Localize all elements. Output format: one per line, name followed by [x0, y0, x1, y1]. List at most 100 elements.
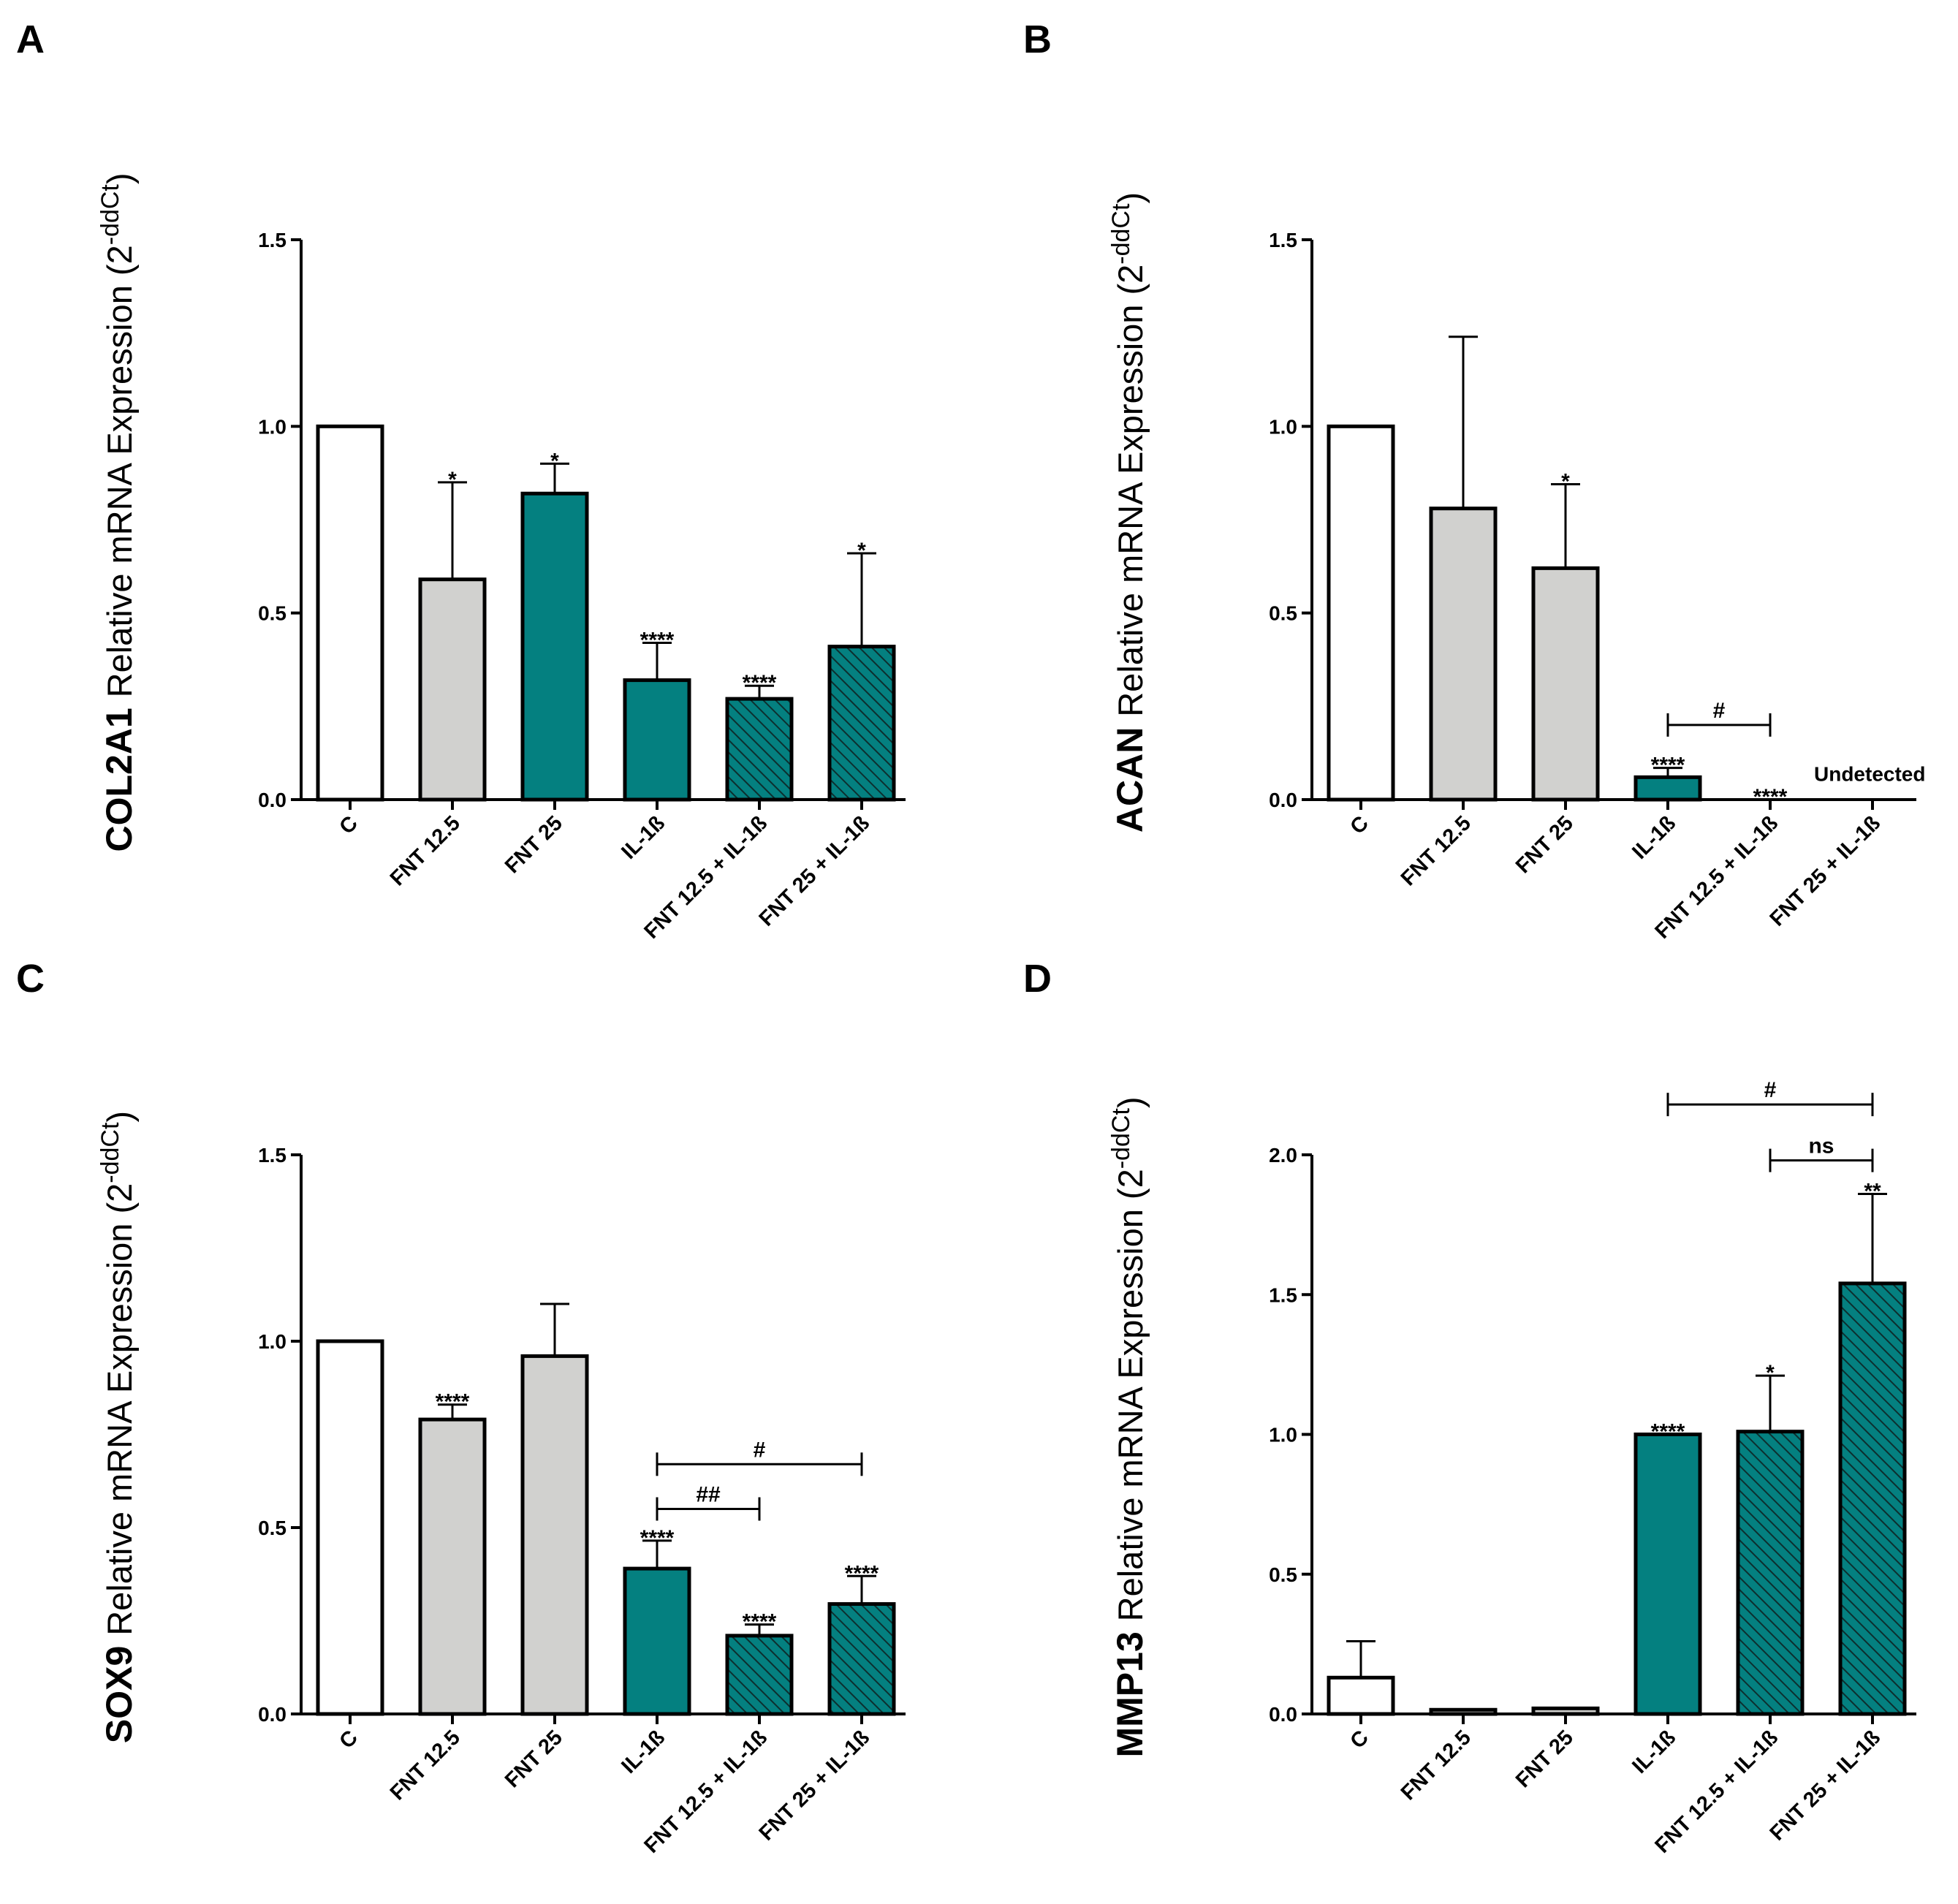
panel-letter: C — [16, 957, 45, 1001]
bar — [1531, 1706, 1600, 1716]
y-tick-label: 1.5 — [258, 229, 287, 251]
y-axis-close: ) — [1111, 1096, 1150, 1108]
bracket-label: # — [1764, 1078, 1777, 1102]
bar — [520, 491, 589, 802]
bar — [418, 1417, 487, 1716]
panel-c: C SOX9 Relative mRNA Expression (2-ddCt) 0… — [16, 957, 906, 1858]
bar — [1736, 1430, 1805, 1716]
significance-label: **** — [1753, 785, 1788, 809]
bar — [316, 424, 384, 802]
bar — [725, 1634, 794, 1716]
significance-label: **** — [1651, 754, 1685, 778]
y-axis-superscript: -ddCt — [1107, 203, 1135, 265]
significance-label: **** — [1651, 1420, 1685, 1444]
y-tick-label: 1.5 — [1269, 1283, 1297, 1306]
significance-label: **** — [743, 1610, 777, 1634]
bar — [1327, 424, 1395, 802]
bar — [1429, 1707, 1498, 1716]
bracket-label: ## — [696, 1483, 721, 1507]
bar — [623, 678, 691, 802]
y-tick-label: 0.0 — [258, 1703, 287, 1726]
x-category-label: FNT 25 — [501, 811, 567, 878]
panel-letter: B — [1023, 18, 1052, 61]
y-axis-gene: COL2A1 — [99, 697, 140, 852]
y-tick-label: 0.0 — [1269, 1703, 1297, 1726]
x-category-label: C — [335, 811, 363, 838]
panel-b: B ACAN Relative mRNA Expression (2-ddCt) 0… — [1023, 18, 1925, 944]
y-axis-label: ACAN Relative mRNA Expression (2-ddCt) — [1107, 192, 1150, 832]
bracket-label: # — [1713, 699, 1726, 723]
y-axis-close: ) — [100, 172, 139, 184]
x-category-label: IL-1ß — [1628, 811, 1680, 864]
y-axis-gene: SOX9 — [99, 1636, 140, 1743]
x-category-label: FNT 12.5 — [1397, 1726, 1476, 1805]
panel-letter: D — [1023, 957, 1052, 1001]
bar — [316, 1339, 384, 1716]
y-axis-label: COL2A1 Relative mRNA Expression (2-ddCt) — [96, 172, 140, 852]
significance-label: * — [550, 449, 559, 473]
bar — [1327, 1675, 1395, 1716]
significance-label: * — [1766, 1361, 1775, 1385]
significance-label: **** — [640, 629, 675, 653]
note-label: Undetected — [1814, 762, 1925, 785]
bar — [1429, 507, 1498, 802]
y-axis-gene: ACAN — [1109, 717, 1150, 832]
y-axis-label: MMP13 Relative mRNA Expression (2-ddCt) — [1107, 1096, 1150, 1757]
y-tick-label: 1.5 — [1269, 229, 1297, 251]
x-category-label: FNT 12.5 — [1397, 811, 1476, 890]
y-tick-label: 0.0 — [1269, 789, 1297, 811]
bar — [1633, 775, 1702, 802]
x-category-label: FNT 25 — [1511, 1726, 1578, 1792]
x-category-label: IL-1ß — [617, 811, 669, 864]
significance-label: * — [1561, 469, 1570, 493]
x-category-label: FNT 25 + IL-1ß — [1766, 1726, 1885, 1845]
significance-label: **** — [640, 1526, 675, 1550]
y-axis-text: Relative mRNA Expression (2 — [1111, 1169, 1150, 1621]
bar — [1531, 566, 1600, 802]
y-tick-label: 1.0 — [1269, 415, 1297, 438]
bar — [623, 1566, 691, 1716]
y-tick-label: 0.5 — [258, 602, 287, 625]
bar — [520, 1354, 589, 1716]
panel-d: D MMP13 Relative mRNA Expression (2-ddCt)… — [1023, 957, 1916, 1858]
y-axis-superscript: -ddCt — [96, 184, 124, 246]
y-axis-superscript: -ddCt — [96, 1122, 124, 1183]
y-tick-label: 0.5 — [1269, 602, 1297, 625]
bar — [725, 697, 794, 802]
x-category-label: C — [335, 1726, 363, 1753]
significance-label: **** — [436, 1390, 470, 1414]
significance-label: ** — [1864, 1180, 1881, 1204]
bar — [418, 577, 487, 802]
x-category-label: C — [1346, 1726, 1373, 1753]
x-category-label: C — [1346, 811, 1373, 838]
y-axis-text: Relative mRNA Expression (2 — [100, 1183, 139, 1636]
significance-label: **** — [743, 671, 777, 695]
y-axis-gene: MMP13 — [1109, 1621, 1150, 1757]
y-tick-label: 0.5 — [258, 1517, 287, 1539]
significance-label: * — [857, 539, 866, 563]
panel-a: A COL2A1 Relative mRNA Expression (2-ddCt… — [16, 18, 906, 944]
y-axis-close: ) — [1111, 192, 1150, 204]
bar — [1633, 1433, 1702, 1716]
y-tick-label: 1.0 — [1269, 1424, 1297, 1446]
significance-label: **** — [845, 1561, 879, 1585]
bracket-label: # — [754, 1438, 766, 1462]
bar — [827, 1602, 896, 1716]
x-category-label: FNT 12.5 — [386, 1726, 465, 1805]
y-axis-superscript: -ddCt — [1107, 1108, 1135, 1169]
x-category-label: IL-1ß — [617, 1726, 669, 1778]
y-axis-text: Relative mRNA Expression (2 — [1111, 265, 1150, 717]
bar — [1838, 1281, 1907, 1716]
x-category-label: FNT 25 — [1511, 811, 1578, 878]
y-axis-close: ) — [100, 1111, 139, 1123]
x-category-label: FNT 12.5 — [386, 811, 465, 890]
bracket-label: ns — [1808, 1134, 1834, 1158]
y-tick-label: 0.5 — [1269, 1563, 1297, 1586]
y-tick-label: 1.0 — [258, 1330, 287, 1353]
y-tick-label: 2.0 — [1269, 1144, 1297, 1167]
y-tick-label: 0.0 — [258, 789, 287, 811]
y-axis-text: Relative mRNA Expression (2 — [100, 245, 139, 697]
significance-label: * — [448, 468, 457, 492]
bar — [827, 645, 896, 802]
